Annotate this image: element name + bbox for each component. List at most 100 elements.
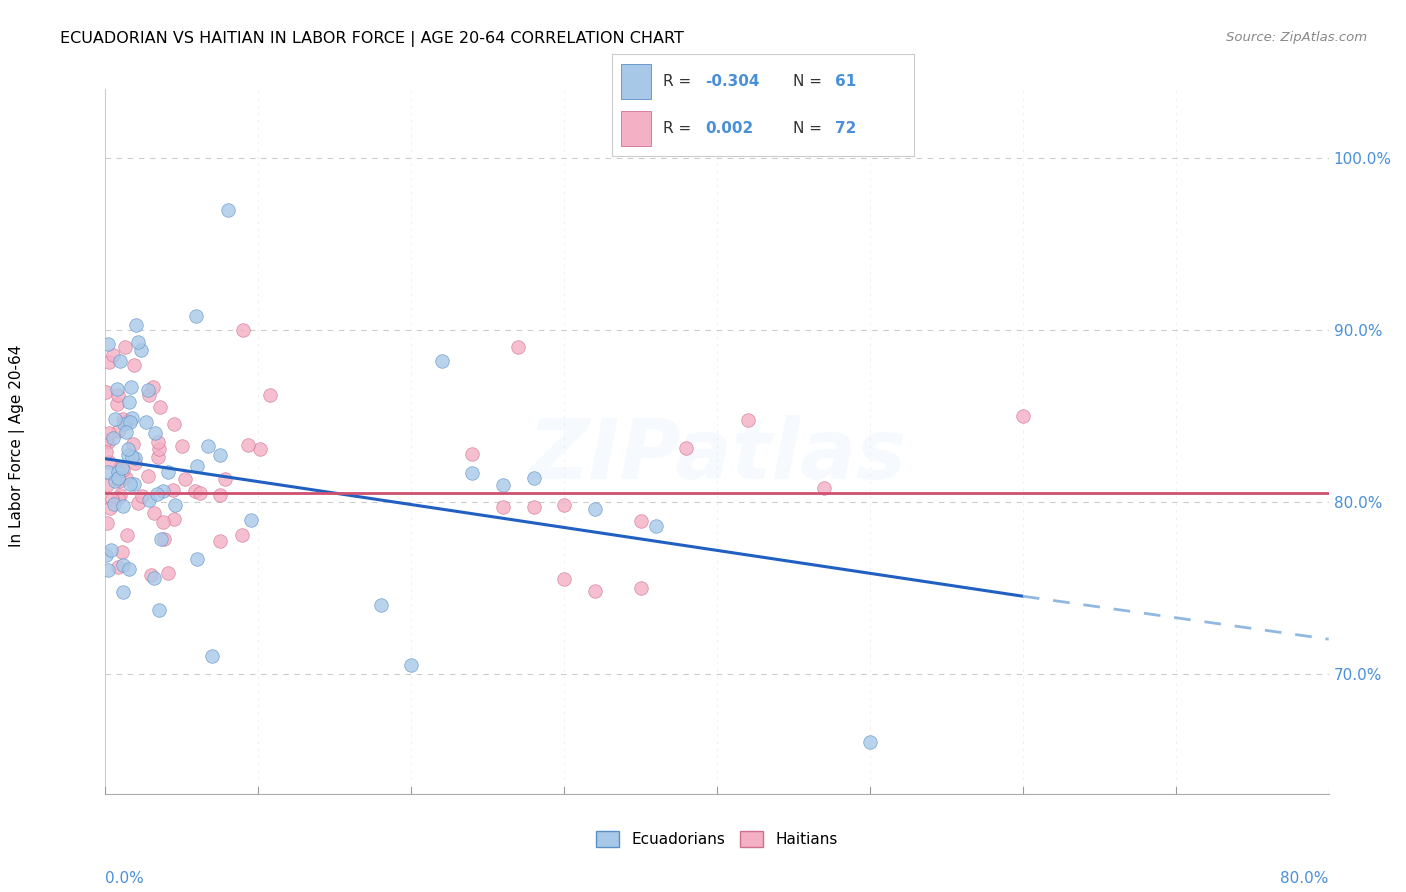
Point xyxy=(117,442,139,456)
Point xyxy=(492,478,515,492)
Text: R =: R = xyxy=(664,74,696,88)
Point xyxy=(136,469,159,483)
Point xyxy=(97,435,120,450)
Point xyxy=(172,439,194,453)
Point xyxy=(96,548,118,562)
Point xyxy=(103,497,125,511)
Point xyxy=(143,425,166,440)
Point xyxy=(115,414,138,428)
Point xyxy=(152,483,174,498)
Point xyxy=(644,519,668,533)
Point xyxy=(108,474,131,488)
Point xyxy=(120,380,142,394)
Point xyxy=(97,465,120,479)
Point xyxy=(101,348,124,362)
Point xyxy=(186,551,208,566)
Point xyxy=(201,649,224,664)
Point xyxy=(553,498,575,512)
Point xyxy=(238,438,260,452)
Point xyxy=(117,395,139,409)
Point xyxy=(120,415,142,429)
Point xyxy=(112,558,135,572)
Point xyxy=(124,450,146,465)
Point xyxy=(240,513,263,527)
Point xyxy=(146,450,169,464)
Point xyxy=(96,433,118,447)
Text: R =: R = xyxy=(664,121,696,136)
Text: 80.0%: 80.0% xyxy=(1281,871,1329,887)
Point xyxy=(111,584,134,599)
Point xyxy=(174,472,197,486)
Point xyxy=(107,465,129,479)
Point xyxy=(112,411,135,425)
Point xyxy=(122,477,145,491)
Point xyxy=(114,470,136,484)
Point xyxy=(98,500,121,515)
Point xyxy=(146,487,169,501)
Point xyxy=(101,492,124,507)
Point xyxy=(138,388,160,402)
Point xyxy=(110,488,132,502)
Point xyxy=(1012,409,1035,423)
Point xyxy=(149,401,172,415)
Point xyxy=(101,431,124,445)
Point xyxy=(117,528,139,542)
Point xyxy=(150,532,173,546)
Point xyxy=(163,498,186,512)
Text: 61: 61 xyxy=(835,74,856,88)
Point xyxy=(209,534,232,549)
Point xyxy=(737,413,759,427)
Bar xyxy=(620,64,651,99)
Point xyxy=(492,500,515,514)
Point xyxy=(553,572,575,586)
Point xyxy=(143,570,166,584)
Point xyxy=(108,353,131,368)
Point xyxy=(138,492,160,507)
Text: 0.002: 0.002 xyxy=(706,121,754,136)
Text: 0.0%: 0.0% xyxy=(105,871,145,887)
Point xyxy=(259,388,281,402)
Point xyxy=(859,735,882,749)
Text: In Labor Force | Age 20-64: In Labor Force | Age 20-64 xyxy=(8,345,25,547)
Point xyxy=(98,355,121,369)
Point xyxy=(183,483,205,498)
Point xyxy=(139,567,162,582)
Point xyxy=(148,442,170,456)
Point xyxy=(148,603,170,617)
Point xyxy=(97,337,120,351)
Text: 72: 72 xyxy=(835,121,856,136)
Point xyxy=(107,388,129,402)
Text: Source: ZipAtlas.com: Source: ZipAtlas.com xyxy=(1226,31,1367,45)
Point xyxy=(508,340,530,354)
Point xyxy=(125,318,148,332)
Point xyxy=(111,461,134,475)
Point xyxy=(105,397,128,411)
Point xyxy=(122,358,145,372)
Point xyxy=(152,515,174,529)
Point xyxy=(104,474,127,488)
Point xyxy=(104,412,127,426)
Point xyxy=(97,563,120,577)
Point xyxy=(813,481,835,495)
Point xyxy=(100,543,122,558)
Point xyxy=(184,309,207,323)
Point xyxy=(136,383,159,397)
Point xyxy=(209,449,232,463)
Point xyxy=(121,411,143,425)
Point xyxy=(675,442,697,456)
Point xyxy=(112,499,135,513)
Point xyxy=(146,435,169,450)
Point xyxy=(186,459,208,474)
Point xyxy=(114,340,136,354)
Point xyxy=(153,532,176,546)
Point xyxy=(107,424,129,438)
Point xyxy=(122,437,145,451)
Point xyxy=(461,467,484,481)
Point xyxy=(97,455,120,469)
Point xyxy=(157,566,180,581)
Point xyxy=(231,528,253,542)
Point xyxy=(190,485,212,500)
Text: N =: N = xyxy=(793,74,827,88)
Point xyxy=(121,450,143,465)
Point xyxy=(96,445,118,459)
